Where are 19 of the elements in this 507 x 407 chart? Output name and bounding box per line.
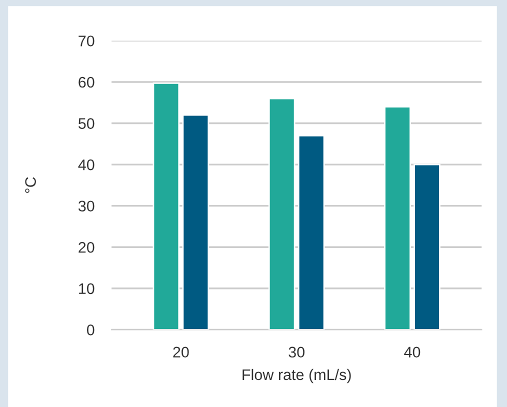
x-tick-label: 40 xyxy=(404,346,420,358)
bar xyxy=(384,106,411,330)
bar xyxy=(268,98,296,330)
y-tick-label: 60 xyxy=(78,76,94,88)
y-tick-label: 20 xyxy=(78,242,94,253)
y-tick-label: 0 xyxy=(86,324,94,336)
bar xyxy=(414,164,440,330)
y-tick-label: 50 xyxy=(78,118,94,129)
y-tick-label: 70 xyxy=(78,36,94,46)
y-tick-label: 30 xyxy=(78,200,94,212)
bar xyxy=(152,82,180,330)
x-tick-label: 30 xyxy=(288,346,304,358)
y-axis-title: °C xyxy=(25,177,36,193)
y-tick-label: 40 xyxy=(78,159,94,170)
y-tick-label: 10 xyxy=(79,283,94,294)
x-tick-label: 20 xyxy=(173,346,189,358)
x-axis-title: Flow rate (mL/s) xyxy=(242,368,351,384)
bar xyxy=(298,134,325,330)
bar xyxy=(182,114,210,330)
